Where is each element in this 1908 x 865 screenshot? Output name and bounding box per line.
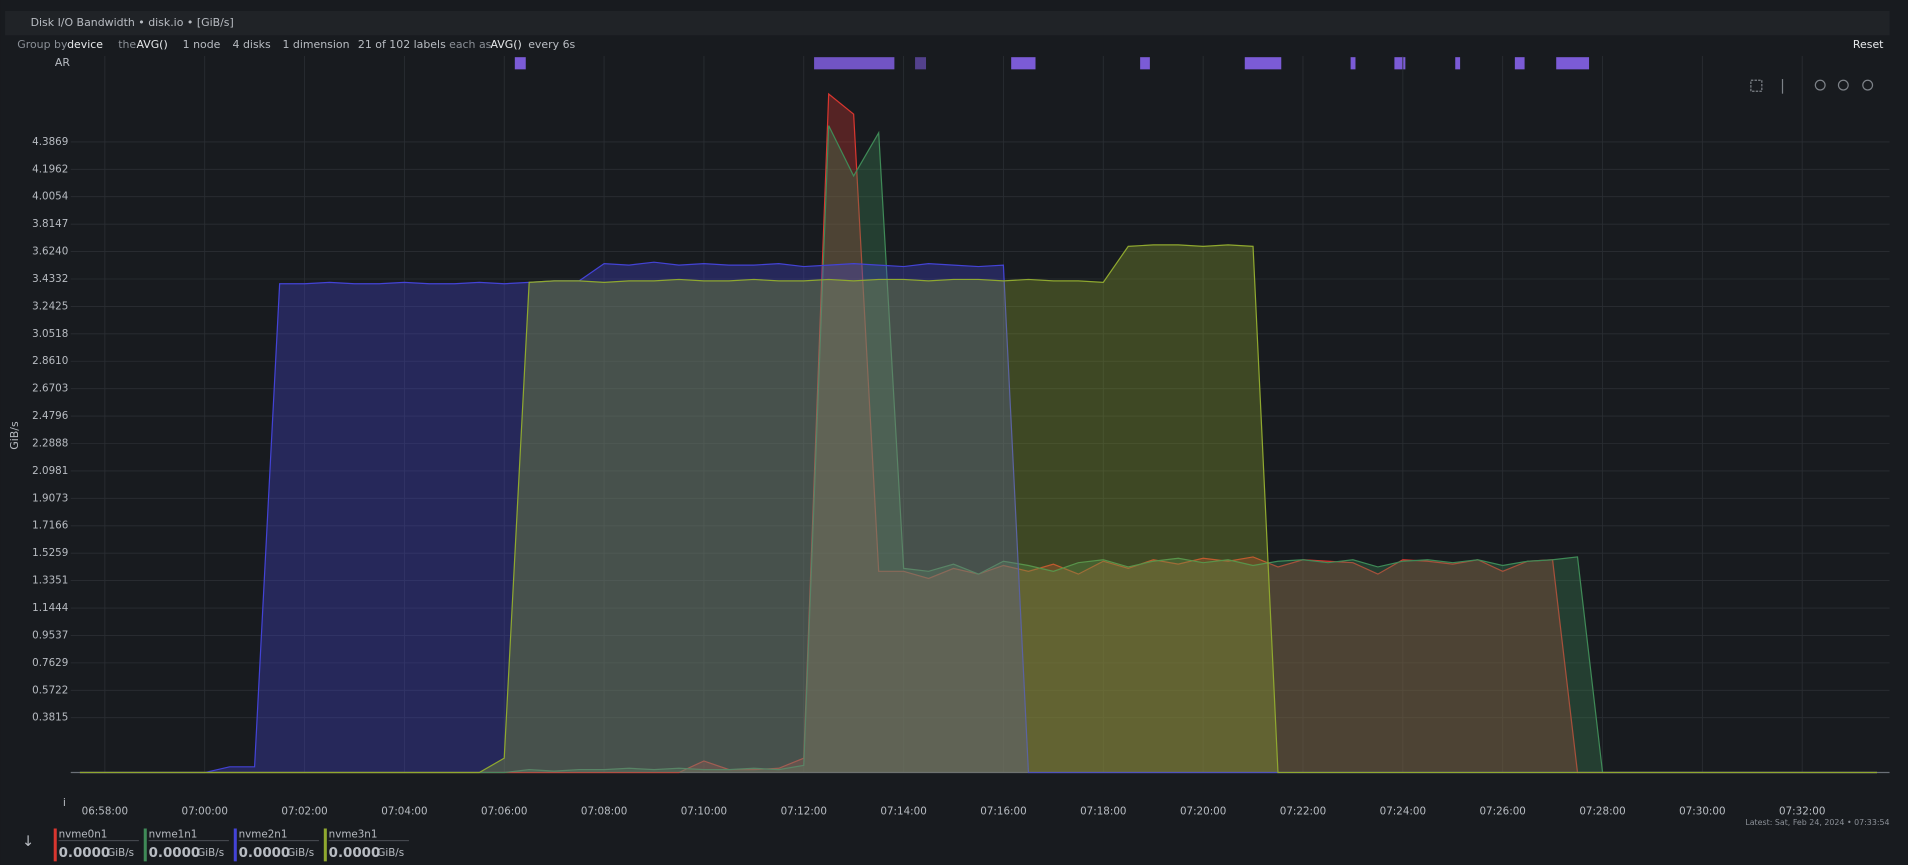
y-tick-label: 1.5259 — [32, 547, 68, 559]
x-tick-label: 07:30:00 — [1679, 805, 1725, 817]
x-tick-label: 07:20:00 — [1180, 805, 1226, 817]
y-axis-label: GiB/s — [8, 421, 21, 450]
y-tick-label: 0.5722 — [32, 684, 68, 696]
y-tick-label: 0.9537 — [32, 629, 68, 641]
y-tick-label: 3.4332 — [32, 273, 68, 285]
y-tick-label: 2.8610 — [32, 355, 68, 367]
area — [79, 262, 1878, 773]
area — [79, 94, 1878, 773]
legend-value: 0.0000 — [239, 846, 291, 861]
line — [79, 244, 1878, 774]
y-tick-label: 2.2888 — [32, 438, 68, 450]
legend-swatch — [53, 828, 57, 862]
x-tick-label: 06:58:00 — [82, 805, 128, 817]
y-tick-label: 0.3815 — [32, 712, 68, 724]
x-tick-label: 07:24:00 — [1380, 805, 1426, 817]
legend-value: 0.0000 — [329, 846, 381, 861]
x-tick-label: 07:12:00 — [781, 805, 827, 817]
toolbar-dropdown[interactable]: device — [67, 38, 103, 51]
legend-unit: GiB/s — [287, 847, 314, 859]
x-tick-label: 07:14:00 — [880, 805, 926, 817]
toolbar-dropdown[interactable]: 21 of 102 labels — [358, 38, 446, 51]
legend-unit: GiB/s — [107, 847, 134, 859]
x-tick-label: 07:06:00 — [481, 805, 527, 817]
y-tick-label: 4.1962 — [32, 163, 68, 175]
legend-swatch — [233, 828, 237, 862]
legend-name: nvme1n1 — [149, 829, 198, 841]
y-tick-label: 1.1444 — [32, 602, 68, 614]
toolbar-text: each as — [449, 38, 492, 51]
toolbar-text: Group by — [17, 38, 68, 51]
y-tick-label: 1.3351 — [32, 575, 68, 587]
toolbar-dropdown[interactable]: AVG() — [490, 38, 521, 51]
y-tick-label: 3.0518 — [32, 328, 68, 340]
x-tick-label: 07:26:00 — [1479, 805, 1525, 817]
area — [79, 125, 1878, 773]
toolbar-dropdown[interactable]: 4 disks — [233, 38, 271, 51]
y-tick-label: 2.0981 — [32, 465, 68, 477]
annotation-track — [514, 57, 1590, 70]
toolbar-dropdown[interactable]: 1 dimension — [282, 38, 349, 51]
legend-unit: GiB/s — [197, 847, 224, 859]
y-tick-label: 4.3869 — [32, 136, 68, 148]
plot — [79, 92, 1878, 774]
legend-name: nvme0n1 — [59, 829, 108, 841]
axis-marker: i — [63, 796, 66, 809]
y-tick-label: 3.2425 — [32, 300, 68, 312]
toolbar-dropdown[interactable]: AVG() — [136, 38, 167, 51]
x-tick-label: 07:32:00 — [1779, 805, 1825, 817]
title-bar — [5, 10, 1890, 36]
y-tick-label: 1.9073 — [32, 492, 68, 504]
legend: nvme0n10.0000GiB/snvme1n10.0000GiB/snvme… — [53, 828, 409, 862]
latest-timestamp: Latest: Sat, Feb 24, 2024 • 07:33:54 — [1745, 818, 1889, 827]
scroll-down[interactable]: ↓ — [22, 833, 34, 850]
legend-name: nvme2n1 — [239, 829, 288, 841]
x-tick-label: 07:04:00 — [381, 805, 427, 817]
x-tick-label: 07:00:00 — [182, 805, 228, 817]
legend-unit: GiB/s — [377, 847, 404, 859]
y-tick-label: 2.4796 — [32, 410, 68, 422]
y-tick-label: 2.6703 — [32, 383, 68, 395]
x-tick-label: 07:18:00 — [1080, 805, 1126, 817]
legend-name: nvme3n1 — [329, 829, 378, 841]
x-tick-label: 07:02:00 — [281, 805, 327, 817]
legend-swatch — [323, 828, 327, 862]
toolbar-dropdown[interactable]: every 6s — [528, 38, 575, 51]
y-tick-label: 1.7166 — [32, 520, 68, 532]
x-tick-label: 07:16:00 — [980, 805, 1026, 817]
legend-value: 0.0000 — [149, 846, 201, 861]
x-tick-label: 07:28:00 — [1579, 805, 1625, 817]
y-tick-label: 3.8147 — [32, 218, 68, 230]
toolbar-text: the — [118, 38, 136, 51]
annotation-label: AR — [55, 56, 70, 69]
grid: 0.3815 0.5722 0.7629 0.9537 1.1444 1.3351 1.52… — [32, 55, 1890, 817]
area — [79, 244, 1878, 773]
chart-tools[interactable] — [1750, 79, 1874, 94]
y-tick-label: 3.6240 — [32, 246, 68, 258]
x-tick-label: 07:22:00 — [1280, 805, 1326, 817]
toolbar-dropdown[interactable]: 1 node — [183, 38, 221, 51]
legend-value: 0.0000 — [59, 846, 111, 861]
y-tick-label: 0.7629 — [32, 657, 68, 669]
x-tick-label: 07:10:00 — [681, 805, 727, 817]
y-tick-label: 4.0054 — [32, 191, 68, 203]
chart-title: Disk I/O Bandwidth • disk.io • [GiB/s] — [31, 16, 234, 29]
reset-button[interactable]: Reset — [1853, 38, 1884, 51]
x-tick-label: 07:08:00 — [581, 805, 627, 817]
legend-swatch — [143, 828, 147, 862]
